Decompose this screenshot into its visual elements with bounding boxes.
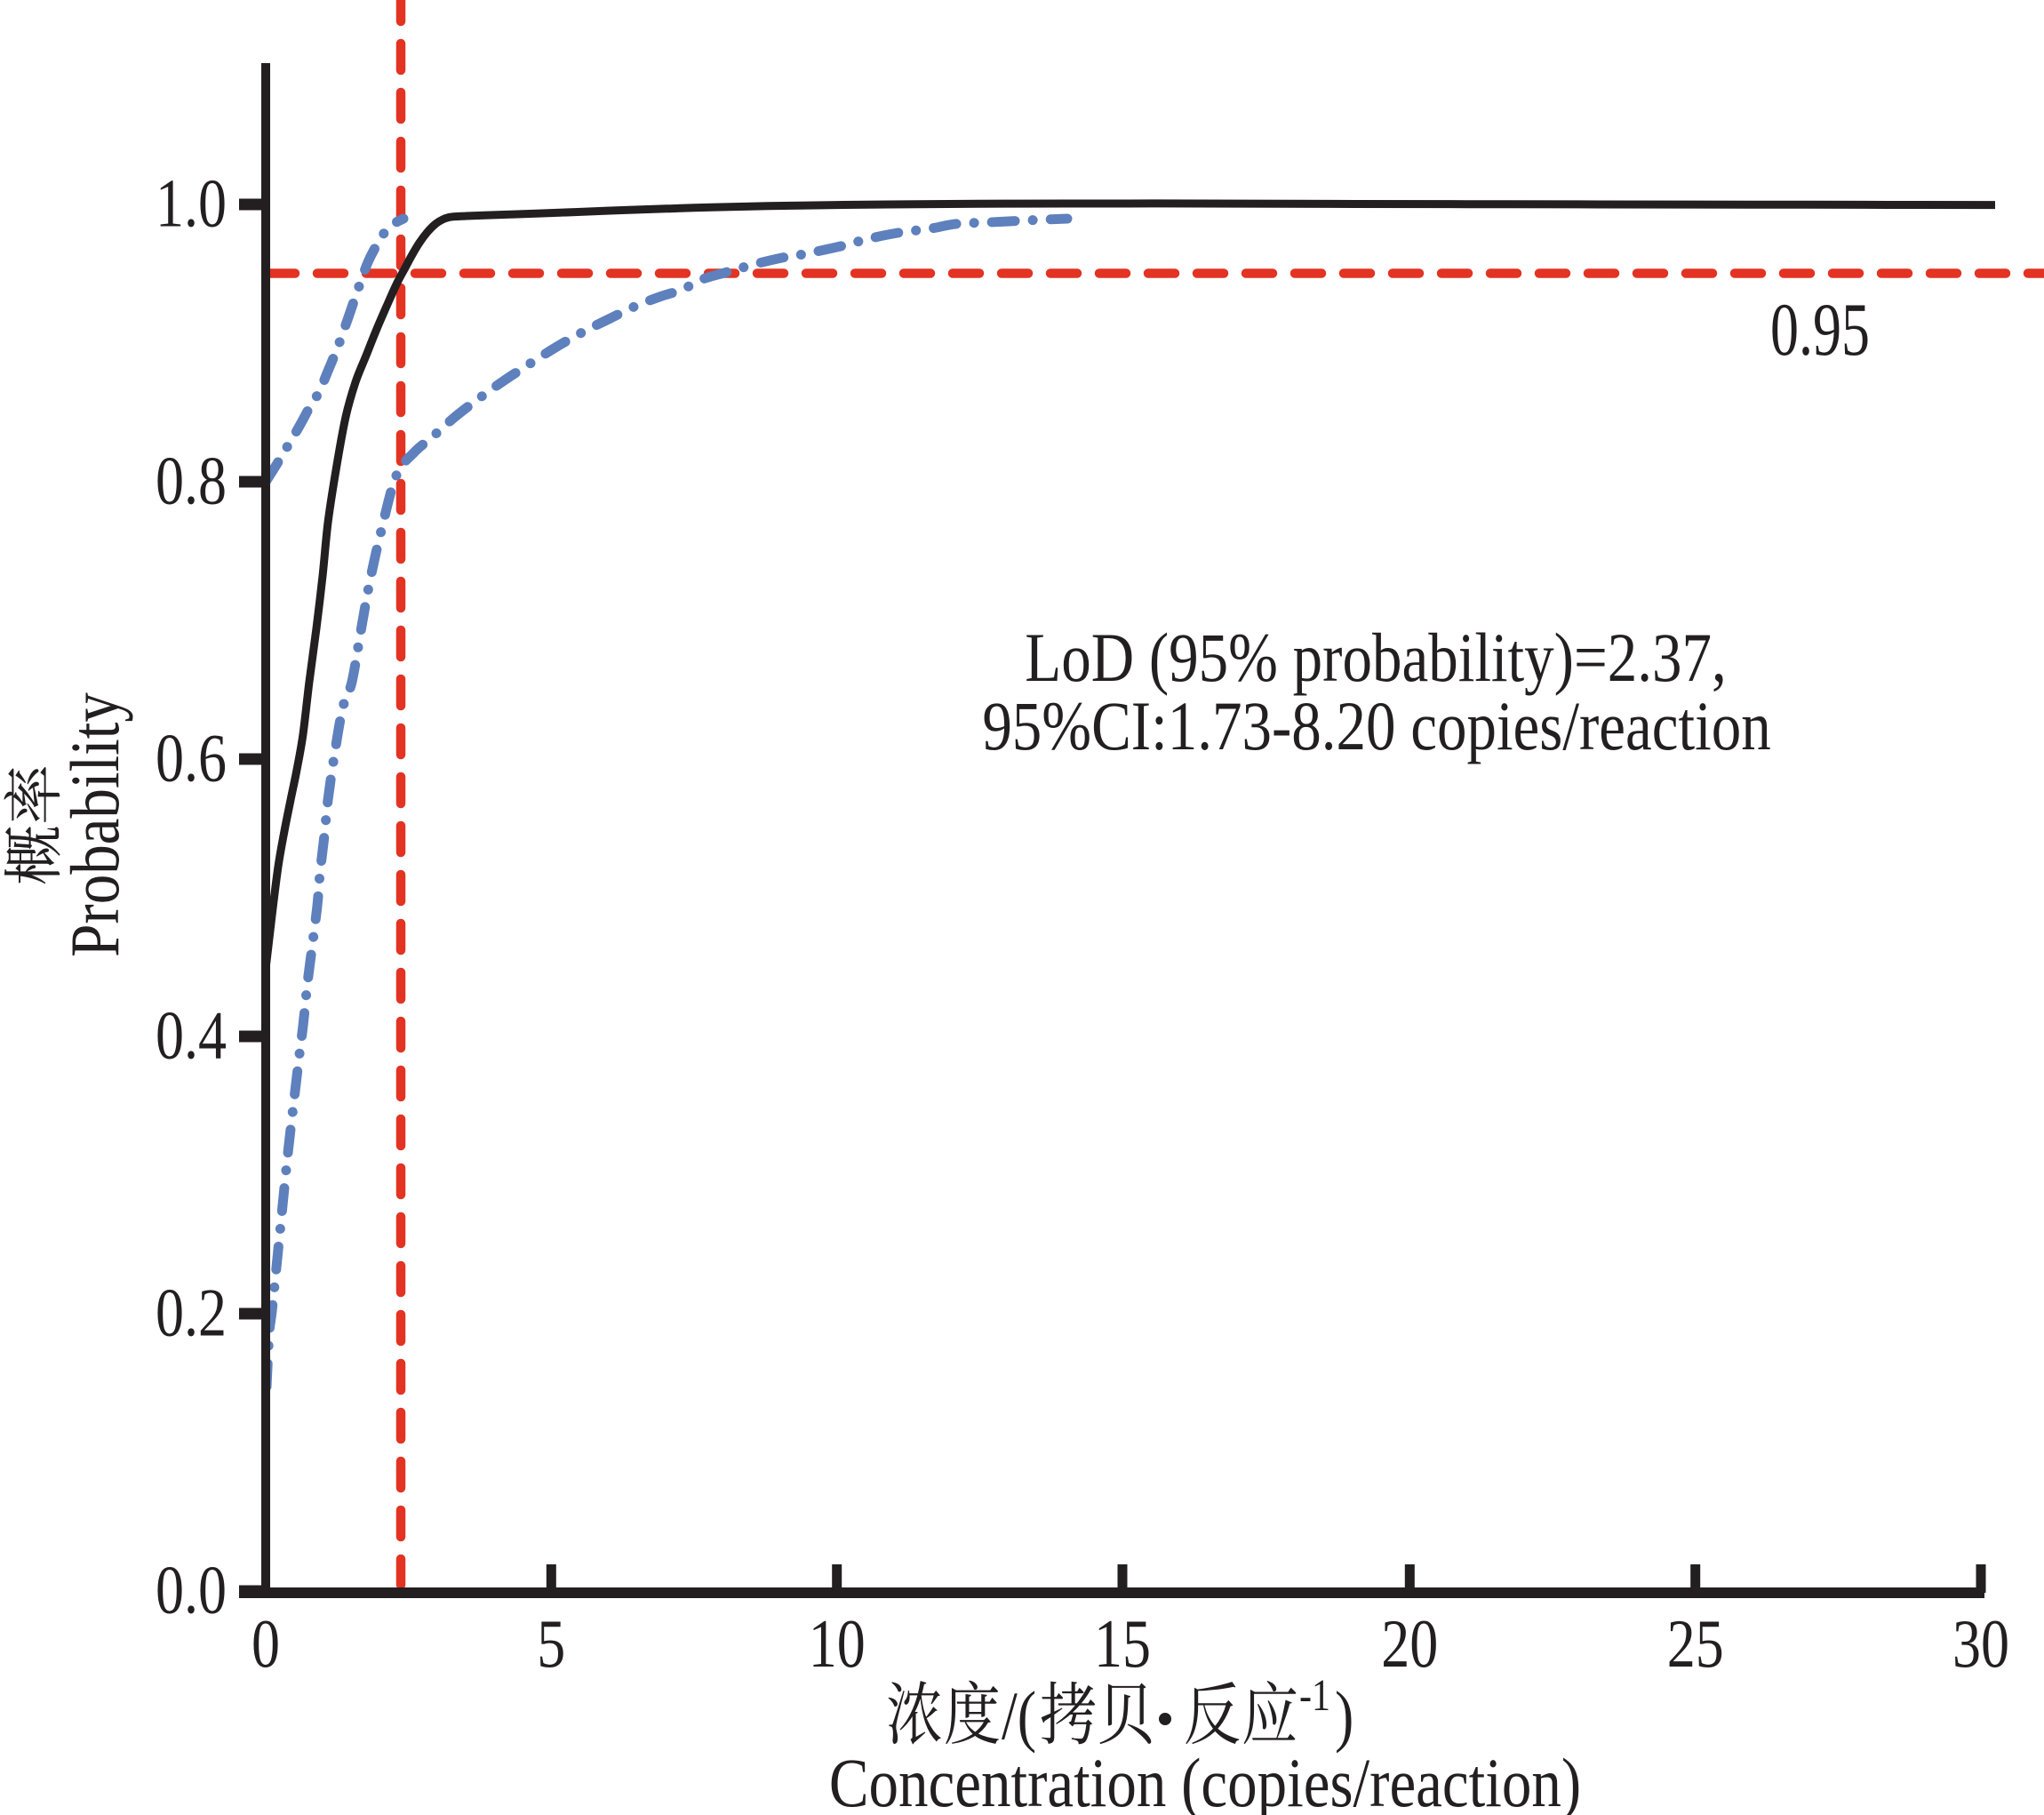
svg-text:0: 0 xyxy=(252,1607,280,1683)
svg-text:10: 10 xyxy=(809,1607,866,1683)
svg-text:Concentration (copies/reaction: Concentration (copies/reaction) xyxy=(829,1744,1581,1815)
svg-text:20: 20 xyxy=(1381,1607,1438,1683)
svg-text:15: 15 xyxy=(1094,1607,1151,1683)
svg-text:0.6: 0.6 xyxy=(156,721,227,796)
svg-text:LoD (95% probability)=2.37,: LoD (95% probability)=2.37, xyxy=(1025,619,1726,696)
svg-text:): ) xyxy=(1335,1679,1353,1755)
svg-text:5: 5 xyxy=(537,1607,565,1683)
svg-text:0.2: 0.2 xyxy=(156,1275,227,1351)
svg-text:-1: -1 xyxy=(1299,1672,1330,1721)
svg-text:0.4: 0.4 xyxy=(156,998,227,1074)
svg-text:30: 30 xyxy=(1952,1607,2009,1683)
svg-text:Probability: Probability xyxy=(56,692,133,957)
svg-text:0.8: 0.8 xyxy=(156,444,227,519)
svg-text:95%CI:1.73-8.20 copies/reactio: 95%CI:1.73-8.20 copies/reaction xyxy=(982,687,1770,764)
svg-text:0.95: 0.95 xyxy=(1770,289,1870,372)
svg-text:0.0: 0.0 xyxy=(156,1553,227,1628)
svg-text:25: 25 xyxy=(1667,1607,1724,1683)
svg-text:/(: /( xyxy=(1002,1679,1036,1755)
svg-text:1.0: 1.0 xyxy=(156,166,227,242)
